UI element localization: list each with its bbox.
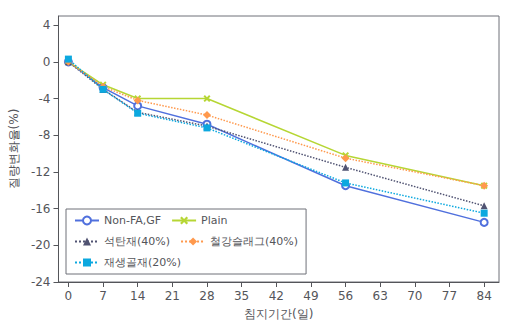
svg-text:질량변화율(%): 질량변화율(%) [7,109,21,190]
svg-text:77: 77 [442,289,457,303]
svg-text:-8: -8 [39,128,51,142]
svg-text:0: 0 [43,55,51,69]
svg-text:침지기간(일): 침지기간(일) [244,307,313,321]
svg-text:0: 0 [65,289,73,303]
svg-text:28: 28 [199,289,214,303]
svg-text:84: 84 [477,289,492,303]
svg-text:4: 4 [43,18,51,32]
svg-text:Non-FA,GF: Non-FA,GF [104,214,161,227]
svg-text:56: 56 [338,289,353,303]
svg-text:Plain: Plain [201,214,227,227]
svg-text:70: 70 [407,289,422,303]
svg-text:재생골재(20%): 재생골재(20%) [104,256,181,269]
svg-text:-24: -24 [31,275,51,289]
svg-text:-20: -20 [31,238,51,252]
svg-text:49: 49 [303,289,318,303]
svg-text:21: 21 [165,289,180,303]
svg-text:철강슬래그(40%): 철강슬래그(40%) [210,235,298,248]
svg-text:63: 63 [373,289,388,303]
svg-text:35: 35 [234,289,249,303]
svg-text:-4: -4 [39,92,51,106]
svg-text:7: 7 [99,289,107,303]
svg-text:-12: -12 [31,165,51,179]
svg-text:석탄재(40%): 석탄재(40%) [104,235,170,248]
svg-text:14: 14 [130,289,145,303]
svg-text:-16: -16 [31,202,51,216]
svg-text:42: 42 [269,289,284,303]
